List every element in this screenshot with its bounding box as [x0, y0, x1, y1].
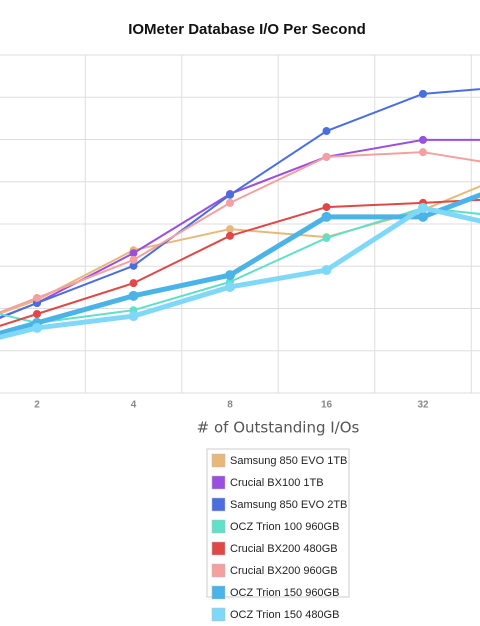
- chart-title: IOMeter Database I/O Per Second: [128, 21, 366, 38]
- data-point: [225, 281, 235, 292]
- data-point: [129, 279, 138, 288]
- legend-swatch: [211, 585, 226, 600]
- legend-label: OCZ Trion 150 960GB: [230, 587, 339, 599]
- legend-label: Crucial BX200 960GB: [230, 565, 338, 577]
- data-point: [128, 311, 139, 322]
- data-point: [129, 249, 138, 258]
- data-point: [419, 148, 427, 157]
- series-line: [0, 185, 480, 315]
- data-point: [226, 225, 234, 234]
- legend-label: Crucial BX100 1TB: [230, 477, 324, 489]
- data-point: [418, 211, 428, 222]
- data-point: [322, 152, 331, 161]
- x-tick-label: 32: [417, 400, 429, 411]
- x-axis-title: # of Outstanding I/Os: [197, 419, 360, 437]
- data-point: [419, 89, 427, 98]
- data-point: [321, 265, 332, 276]
- series-line: [0, 151, 480, 314]
- data-point: [33, 293, 41, 302]
- data-point: [129, 261, 138, 270]
- legend-label: OCZ Trion 100 960GB: [230, 521, 339, 533]
- data-point: [33, 309, 41, 318]
- data-point: [226, 198, 234, 207]
- legend-swatch: [211, 541, 226, 556]
- legend-swatch: [211, 519, 226, 534]
- data-point: [418, 202, 428, 213]
- data-point: [226, 231, 234, 240]
- data-point: [321, 211, 332, 222]
- data-point: [226, 190, 234, 199]
- legend-swatch: [211, 563, 226, 578]
- data-point: [322, 127, 331, 136]
- x-tick-label: 2: [34, 400, 40, 411]
- legend: [206, 448, 350, 598]
- legend-label: Crucial BX200 480GB: [230, 543, 338, 555]
- legend-label: Samsung 850 EVO 1TB: [230, 455, 347, 467]
- legend-swatch: [211, 453, 226, 468]
- data-point: [128, 290, 139, 301]
- data-point: [32, 322, 42, 333]
- series-line: [0, 206, 480, 324]
- data-point: [322, 233, 331, 242]
- data-point: [322, 203, 331, 212]
- data-point: [225, 270, 235, 281]
- x-tick-label: 8: [227, 400, 233, 411]
- legend-label: OCZ Trion 150 480GB: [230, 609, 339, 621]
- legend-swatch: [211, 475, 226, 490]
- data-point: [419, 135, 427, 144]
- legend-swatch: [211, 497, 226, 512]
- x-tick-label: 16: [321, 400, 333, 411]
- data-point: [129, 255, 138, 264]
- legend-label: Samsung 850 EVO 2TB: [230, 499, 347, 511]
- x-tick-label: 4: [131, 400, 137, 411]
- legend-swatch: [211, 607, 226, 622]
